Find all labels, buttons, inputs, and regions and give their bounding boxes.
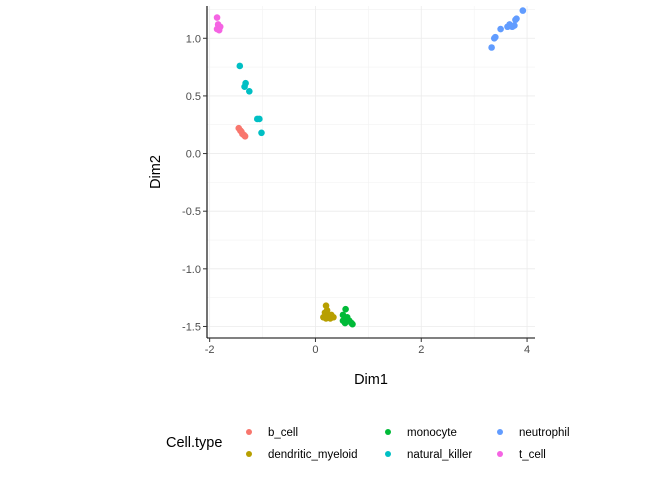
point-natural_killer	[258, 129, 265, 137]
y-tick-label: -1.0	[182, 264, 201, 276]
point-dendritic_myeloid	[330, 313, 337, 321]
y-axis-title: Dim2	[148, 155, 164, 189]
point-natural_killer	[246, 88, 253, 95]
point-neutrophil	[497, 25, 504, 33]
x-axis-title: Dim1	[354, 372, 388, 388]
minor-gridlines	[207, 6, 535, 338]
y-axis-ticks: -1.5 -1.0 -0.5 0.0 0.5 1.0	[182, 33, 207, 333]
point-neutrophil	[492, 33, 499, 41]
point-b_cell	[241, 132, 249, 140]
legend-label-monocyte: monocyte	[407, 427, 457, 439]
legend-key-dendritic_myeloid	[246, 451, 252, 457]
y-tick-label: 0.0	[186, 149, 201, 161]
x-tick-label: 4	[524, 344, 530, 356]
x-axis-ticks: -2 0 2 4	[205, 338, 530, 356]
point-monocyte	[341, 319, 349, 327]
x-tick-label: 2	[418, 344, 424, 356]
legend-title: Cell.type	[166, 435, 222, 451]
point-neutrophil	[511, 22, 518, 29]
y-tick-label: -1.5	[182, 321, 201, 333]
y-tick-label: -0.5	[182, 206, 201, 218]
point-neutrophil	[519, 7, 527, 14]
point-neutrophil	[488, 44, 495, 51]
major-gridlines	[207, 6, 535, 338]
legend-key-neutrophil	[497, 429, 503, 435]
legend-items: b_cell dendritic_myeloid monocyte natural_k…	[246, 427, 570, 461]
legend-label-t_cell: t_cell	[519, 449, 546, 461]
legend-key-natural_killer	[385, 451, 391, 457]
legend-key-t_cell	[497, 451, 503, 457]
y-tick-label: 0.5	[186, 91, 201, 103]
y-tick-label: 1.0	[186, 33, 201, 45]
legend-key-b_cell	[246, 429, 252, 435]
point-monocyte	[349, 320, 356, 328]
point-monocyte	[342, 305, 349, 313]
point-t_cell	[213, 14, 221, 21]
point-natural_killer	[256, 115, 263, 123]
legend-label-neutrophil: neutrophil	[519, 427, 570, 439]
point-neutrophil	[513, 15, 520, 22]
point-t_cell	[215, 26, 223, 34]
x-tick-label: 0	[312, 344, 318, 356]
x-tick-label: -2	[205, 344, 215, 356]
point-natural_killer	[241, 83, 248, 90]
legend-label-b_cell: b_cell	[268, 427, 298, 439]
legend-label-natural_killer: natural_killer	[407, 449, 472, 461]
data-points	[213, 7, 527, 328]
legend-key-monocyte	[385, 429, 391, 435]
legend: Cell.type b_cell dendritic_myeloid monocyt…	[166, 427, 570, 461]
legend-label-dendritic_myeloid: dendritic_myeloid	[268, 449, 358, 461]
point-natural_killer	[236, 62, 244, 70]
